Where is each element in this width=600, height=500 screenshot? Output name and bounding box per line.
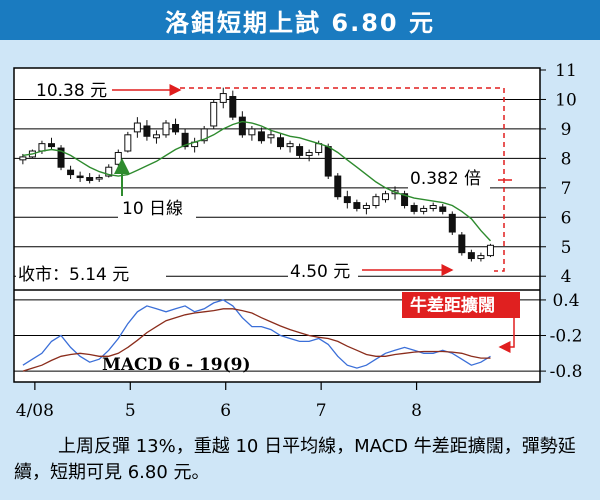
candle-body (448, 213, 456, 233)
candle-body (229, 96, 237, 118)
title-bar: 洛鉬短期上試 6.80 元 (0, 0, 600, 40)
candle-body (362, 205, 370, 209)
x-tick-label: 6 (220, 401, 231, 421)
candle-body (420, 207, 428, 212)
candle-body (372, 196, 380, 207)
candle-body (353, 202, 361, 209)
y-tick-label: 6 (561, 208, 572, 228)
candle-body (114, 151, 122, 165)
candle-body (324, 146, 332, 177)
ma-label-bg (118, 196, 196, 220)
y-tick-label: 8 (561, 149, 572, 169)
candle-body (76, 175, 84, 179)
plot-background (13, 67, 541, 383)
candle-body (86, 177, 94, 181)
candle-body (267, 134, 275, 139)
candle-body (458, 234, 466, 254)
candle-body (381, 193, 389, 201)
candle-body (477, 255, 485, 260)
badge-arrow (498, 318, 515, 353)
candle-body (334, 175, 342, 198)
candle-body (143, 125, 151, 137)
low-price-label: 4.50 元 (290, 262, 350, 282)
candle-body (105, 166, 113, 177)
candle-body (439, 206, 447, 212)
y-axis-ticks: 4 5 6 7 8 9 10 11 0.4 -0.2 -0.8 (540, 61, 582, 382)
candle-body (286, 143, 294, 148)
y-tick-label: 5 (561, 238, 572, 258)
candle-body (152, 134, 160, 139)
chart-caption: 上周反彈 13%，重越 10 日平均線，MACD 牛差距擴闊，彈勢延續，短期可見… (14, 436, 576, 483)
chart-title: 洛鉬短期上試 6.80 元 (165, 8, 435, 37)
candle-body (486, 244, 494, 257)
candle-body (219, 93, 227, 103)
y-tick-label: 11 (555, 61, 577, 81)
candle-body (210, 101, 218, 127)
ratio-label: 0.382 倍 (410, 169, 481, 189)
candle-body (401, 193, 409, 207)
candle-body (429, 205, 437, 209)
close-label-bg (16, 262, 166, 284)
ma-label: 10 日線 (122, 199, 183, 219)
macd-line (22, 299, 491, 369)
candle-body (124, 134, 132, 152)
candle-body (277, 137, 285, 148)
ratio-label-bg (408, 166, 490, 190)
candle-body (467, 252, 475, 260)
x-axis-ticks: 4/08 5 6 7 8 (16, 382, 422, 421)
y-tick-label: 7 (561, 179, 572, 199)
candle-body (248, 128, 256, 136)
macd-tick-label: -0.8 (550, 362, 583, 382)
candle-body (95, 177, 103, 180)
y-tick-label: 10 (555, 90, 577, 110)
candle-body (47, 143, 55, 148)
badge-label: 牛差距擴闊 (410, 295, 495, 316)
signal-line (22, 308, 491, 372)
x-tick-label: 5 (125, 401, 136, 421)
y-tick-label: 4 (561, 267, 572, 287)
candle-body (257, 131, 265, 142)
x-tick-label: 4/08 (16, 401, 54, 421)
candle-body (343, 196, 351, 204)
low-label-bg (288, 260, 358, 282)
close-price-label: 收市：5.14 元 (18, 265, 129, 285)
candle-body (162, 122, 170, 136)
candle-body (38, 143, 46, 152)
candle-body (181, 132, 189, 148)
candle-body (200, 128, 208, 142)
candle-body (133, 122, 141, 133)
candle-body (238, 116, 246, 136)
ma-10-line (22, 120, 492, 242)
x-tick-label: 8 (411, 401, 422, 421)
candle-body (172, 124, 180, 133)
candle-body (296, 146, 304, 156)
candle-body (67, 169, 75, 176)
candle-body (19, 156, 27, 161)
macd-title: MACD 6 - 19(9) (102, 355, 251, 375)
candle-body (410, 205, 418, 212)
high-price-label: 10.38 元 (36, 81, 107, 101)
candle-body (305, 151, 313, 156)
x-tick-label: 7 (316, 401, 327, 421)
badge-background (402, 292, 520, 318)
macd-tick-label: 0.4 (552, 291, 579, 311)
y-tick-label: 9 (561, 120, 572, 140)
stock-chart: 4 5 6 7 8 9 10 11 0.4 -0.2 -0.8 4/08 5 6 7 8 收市：5.14 元… (13, 61, 582, 421)
macd-tick-label: -0.2 (550, 327, 583, 347)
candle-body (57, 147, 65, 168)
